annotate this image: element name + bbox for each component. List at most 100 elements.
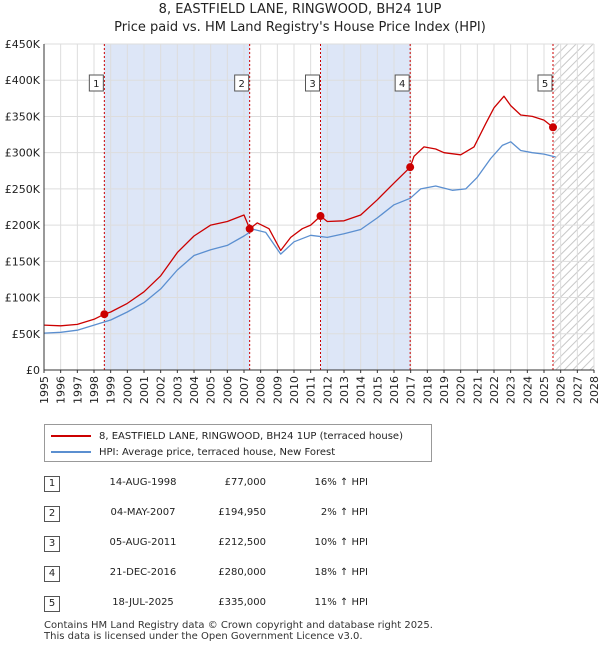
sale-point bbox=[245, 224, 254, 233]
sale-label: 4 bbox=[399, 79, 405, 90]
y-tick-label: £150K bbox=[5, 255, 41, 268]
table-row: 5 18-JUL-2025 £335,000 11% ↑ HPI bbox=[44, 593, 424, 613]
footer-license: This data is licensed under the Open Gov… bbox=[44, 631, 363, 642]
y-tick-label: £250K bbox=[5, 183, 41, 196]
sale-point bbox=[316, 212, 325, 221]
x-tick-label: 1996 bbox=[55, 376, 68, 404]
y-tick-label: £350K bbox=[5, 110, 41, 123]
sale-label-box bbox=[537, 74, 553, 92]
table-row: 2 04-MAY-2007 £194,950 2% ↑ HPI bbox=[44, 503, 424, 523]
x-tick-label: 2009 bbox=[271, 376, 284, 404]
sale-date: 21-DEC-2016 bbox=[109, 567, 177, 578]
x-tick-label: 2014 bbox=[355, 376, 368, 404]
x-tick-label: 2002 bbox=[155, 376, 168, 404]
x-tick-label: 2010 bbox=[288, 376, 301, 404]
x-tick-label: 2015 bbox=[371, 376, 384, 404]
hpi-series-line bbox=[44, 141, 556, 334]
x-tick-label: 1995 bbox=[38, 376, 51, 404]
chart-legend: 8, EASTFIELD LANE, RINGWOOD, BH24 1UP (t… bbox=[44, 424, 432, 462]
sale-label-box bbox=[394, 74, 410, 92]
y-tick-label: £50K bbox=[12, 328, 41, 341]
sale-label: 3 bbox=[309, 79, 315, 90]
forecast-hatch bbox=[553, 44, 594, 370]
x-tick-label: 2001 bbox=[138, 376, 151, 404]
sale-hpi-diff: 2% ↑ HPI bbox=[320, 507, 368, 518]
x-tick-label: 2018 bbox=[421, 376, 434, 404]
sale-price: £212,500 bbox=[218, 537, 266, 548]
y-tick-label: £200K bbox=[5, 219, 41, 232]
x-tick-label: 2027 bbox=[571, 376, 584, 404]
sale-date: 04-MAY-2007 bbox=[110, 507, 176, 518]
legend-item-property: 8, EASTFIELD LANE, RINGWOOD, BH24 1UP (t… bbox=[51, 429, 403, 443]
property-series-line bbox=[44, 95, 554, 327]
legend-item-hpi: HPI: Average price, terraced house, New … bbox=[51, 445, 335, 459]
sale-number-badge: 1 bbox=[44, 476, 60, 492]
sale-price: £280,000 bbox=[218, 567, 266, 578]
y-tick-label: £450K bbox=[5, 38, 41, 51]
y-tick-label: £100K bbox=[5, 292, 41, 305]
x-tick-label: 1998 bbox=[88, 376, 101, 404]
sale-label-box bbox=[234, 74, 250, 92]
x-tick-label: 2021 bbox=[471, 376, 484, 404]
y-tick-label: £400K bbox=[5, 74, 41, 87]
x-tick-label: 2020 bbox=[455, 376, 468, 404]
sale-number-badge: 4 bbox=[44, 566, 60, 582]
x-tick-label: 2000 bbox=[121, 376, 134, 404]
x-tick-label: 1999 bbox=[105, 376, 118, 404]
sale-hpi-diff: 18% ↑ HPI bbox=[314, 567, 368, 578]
sale-price: £335,000 bbox=[218, 597, 266, 608]
sale-date: 05-AUG-2011 bbox=[109, 537, 177, 548]
legend-label-property: 8, EASTFIELD LANE, RINGWOOD, BH24 1UP (t… bbox=[99, 430, 403, 442]
table-row: 1 14-AUG-1998 £77,000 16% ↑ HPI bbox=[44, 473, 424, 493]
sale-number-badge: 3 bbox=[44, 536, 60, 552]
sale-hpi-diff: 10% ↑ HPI bbox=[314, 537, 368, 548]
x-tick-label: 2005 bbox=[205, 376, 218, 404]
x-tick-label: 2013 bbox=[338, 376, 351, 404]
x-tick-label: 1997 bbox=[71, 376, 84, 404]
footer-note: Contains HM Land Registry data © Crown c… bbox=[44, 620, 433, 642]
price-chart: 1 2 3 4 5 £0 £50K £100K £150K £200K £250K £300K £35… bbox=[5, 38, 600, 404]
legend-swatch-red bbox=[51, 435, 91, 437]
sale-date: 18-JUL-2025 bbox=[112, 597, 174, 608]
x-tick-label: 2003 bbox=[171, 376, 184, 404]
legend-swatch-blue bbox=[51, 451, 91, 453]
sale-label: 1 bbox=[93, 79, 99, 90]
x-tick-label: 2016 bbox=[388, 376, 401, 404]
x-tick-label: 2007 bbox=[238, 376, 251, 404]
x-tick-label: 2017 bbox=[405, 376, 418, 404]
sale-label-box bbox=[305, 74, 320, 92]
sale-point bbox=[406, 163, 415, 172]
sale-hpi-diff: 11% ↑ HPI bbox=[314, 597, 368, 608]
y-tick-label: £300K bbox=[5, 147, 41, 160]
sale-date: 14-AUG-1998 bbox=[109, 477, 177, 488]
footer-copyright: Contains HM Land Registry data © Crown c… bbox=[44, 620, 433, 631]
chart-title: 8, EASTFIELD LANE, RINGWOOD, BH24 1UP bbox=[158, 2, 442, 17]
sale-point bbox=[549, 123, 557, 132]
x-tick-label: 2024 bbox=[521, 376, 534, 404]
x-tick-label: 2008 bbox=[255, 376, 268, 404]
sale-number-badge: 2 bbox=[44, 506, 60, 522]
legend-label-hpi: HPI: Average price, terraced house, New … bbox=[99, 446, 336, 458]
x-tick-label: 2004 bbox=[188, 376, 201, 404]
x-tick-label: 2026 bbox=[555, 376, 568, 404]
x-tick-label: 2006 bbox=[221, 376, 234, 404]
x-tick-label: 2028 bbox=[588, 376, 600, 404]
sale-label-box bbox=[88, 74, 104, 92]
sale-point bbox=[100, 310, 109, 319]
sale-price: £194,950 bbox=[218, 507, 266, 518]
chart-subtitle: Price paid vs. HM Land Registry's House … bbox=[114, 20, 486, 35]
x-tick-label: 2019 bbox=[438, 376, 451, 404]
x-tick-label: 2012 bbox=[321, 376, 334, 404]
sale-hpi-diff: 16% ↑ HPI bbox=[314, 477, 368, 488]
x-tick-label: 2025 bbox=[538, 376, 551, 404]
sale-label: 5 bbox=[542, 79, 548, 90]
sale-number-badge: 5 bbox=[44, 596, 60, 612]
table-row: 4 21-DEC-2016 £280,000 18% ↑ HPI bbox=[44, 563, 424, 583]
sale-price: £77,000 bbox=[224, 477, 266, 488]
x-tick-label: 2011 bbox=[305, 376, 318, 404]
sale-label: 2 bbox=[238, 79, 244, 90]
table-row: 3 05-AUG-2011 £212,500 10% ↑ HPI bbox=[44, 533, 424, 553]
x-tick-label: 2023 bbox=[505, 376, 518, 404]
x-tick-label: 2022 bbox=[488, 376, 501, 404]
shaded-period bbox=[320, 44, 411, 370]
